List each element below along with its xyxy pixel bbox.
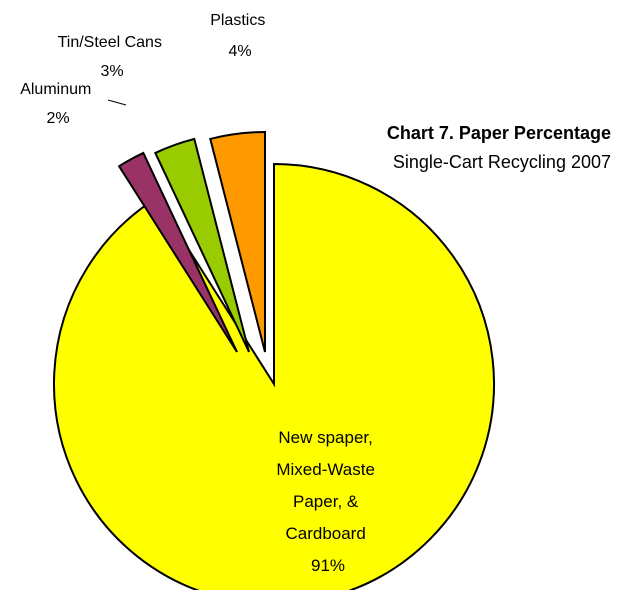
chart-subtitle: Single-Cart Recycling 2007 xyxy=(393,152,611,172)
aluminum-label-line-1: Aluminum xyxy=(20,81,91,98)
aluminum-slice-label: Aluminum 2% xyxy=(20,81,96,127)
chart-title: Chart 7. Paper Percentage xyxy=(387,123,611,143)
paper-slice xyxy=(53,162,495,590)
paper-label-value: 91% xyxy=(311,556,345,575)
aluminum-leader-line xyxy=(107,99,127,106)
tin-steel-label-line-1: Tin/Steel Cans xyxy=(58,34,162,51)
tin-steel-label-value: 3% xyxy=(100,63,123,80)
paper-label-line-3: Paper, & xyxy=(293,492,359,511)
plastics-label-line-1: Plastics xyxy=(210,12,265,29)
plastics-slice xyxy=(209,130,266,353)
tin-steel-slice-label: Tin/Steel Cans 3% xyxy=(58,34,167,80)
aluminum-slice xyxy=(117,151,238,353)
paper-slice-label: New spaper, Mixed-Waste Paper, & Cardboa… xyxy=(276,428,379,575)
tin-steel-slice xyxy=(153,137,250,353)
plastics-label-value: 4% xyxy=(228,43,251,60)
pie-slices xyxy=(53,130,495,590)
paper-label-line-2: Mixed-Waste xyxy=(276,460,375,479)
aluminum-label-value: 2% xyxy=(46,110,69,127)
paper-label-line-4: Cardboard xyxy=(285,524,365,543)
plastics-slice-label: Plastics 4% xyxy=(210,12,270,60)
paper-label-line-1: New spaper, xyxy=(278,428,373,447)
